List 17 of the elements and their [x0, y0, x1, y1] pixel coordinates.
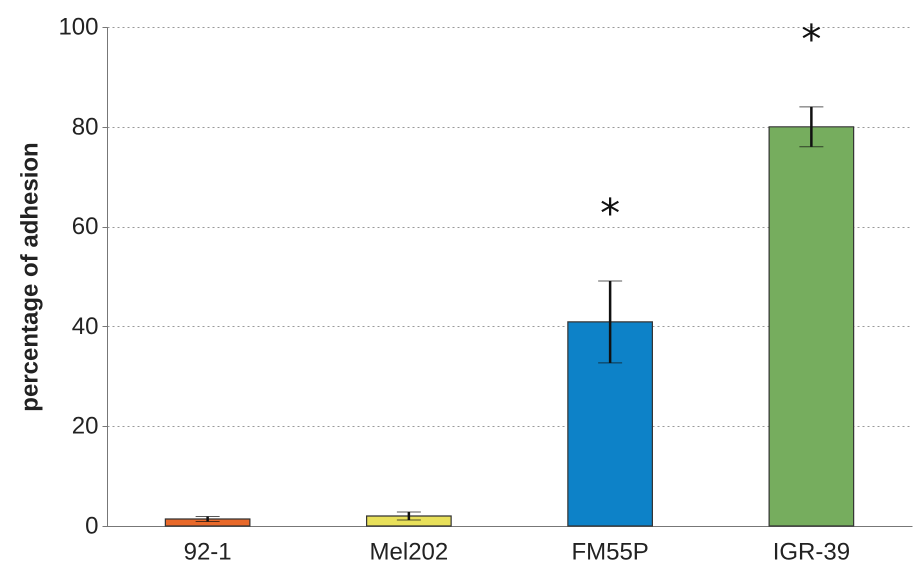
y-tick-label: 60	[72, 213, 98, 240]
x-tick-label: FM55P	[571, 538, 649, 566]
x-tick-label: 92-1	[184, 538, 232, 566]
y-tick-label: 20	[72, 412, 98, 440]
bar	[567, 321, 653, 527]
x-tick-label: IGR-39	[772, 538, 850, 566]
bar	[768, 126, 854, 527]
x-tick-label: Mel202	[370, 538, 448, 566]
bar	[366, 515, 452, 527]
annotation: *	[801, 16, 822, 63]
y-axis-title: percentage of adhesion	[16, 142, 44, 412]
bar	[164, 518, 250, 527]
y-tick-label: 80	[72, 113, 98, 140]
y-tick-label: 40	[72, 312, 98, 340]
y-tick-label: 100	[58, 14, 98, 40]
y-tick-label: 0	[85, 512, 98, 540]
annotation: *	[600, 190, 620, 237]
